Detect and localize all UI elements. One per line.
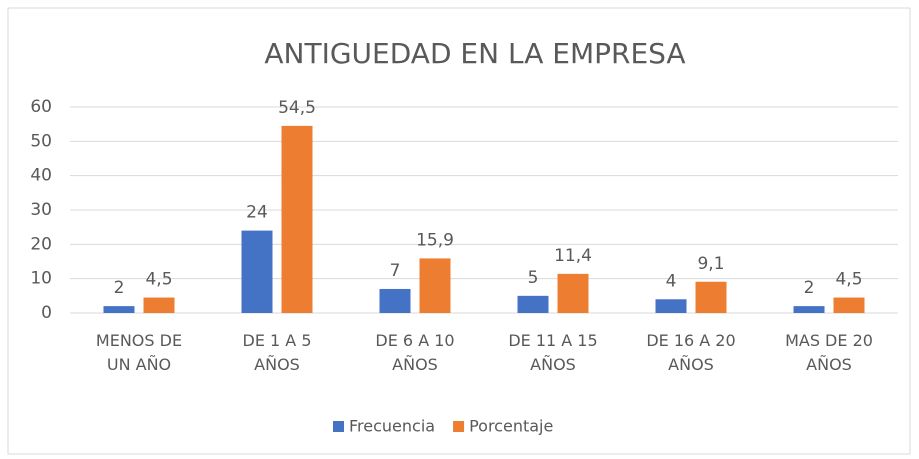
x-tick-label: DE 16 A 20 AÑOS — [646, 331, 736, 374]
y-tick-label: 50 — [30, 131, 52, 151]
data-label: 2 — [114, 278, 125, 298]
legend-swatch — [453, 421, 465, 432]
bar — [103, 306, 135, 313]
bar — [517, 295, 549, 313]
bar — [419, 258, 451, 313]
data-label: 2 — [804, 278, 815, 298]
y-tick-label: 60 — [30, 97, 52, 117]
data-label: 7 — [390, 261, 401, 281]
y-tick-label: 20 — [30, 234, 52, 254]
legend-label: Porcentaje — [469, 417, 553, 436]
data-label: 4,5 — [835, 270, 862, 290]
x-tick-label: MAS DE 20 AÑOS — [785, 331, 873, 374]
chart-border — [7, 7, 911, 455]
data-label: 24 — [246, 203, 268, 223]
y-tick-label: 0 — [41, 303, 52, 323]
bar — [793, 306, 825, 313]
data-label: 4 — [666, 271, 677, 291]
x-tick-label: MENOS DE UN AÑO — [95, 331, 183, 374]
data-label: 11,4 — [554, 246, 592, 266]
data-label: 4,5 — [145, 270, 172, 290]
bar — [379, 288, 411, 313]
bar — [241, 230, 273, 313]
x-tick-label: DE 6 A 10 AÑOS — [375, 331, 455, 374]
legend-label: Frecuencia — [349, 417, 435, 436]
bar — [557, 273, 589, 313]
bar — [143, 297, 175, 313]
bar — [695, 281, 727, 313]
bar — [281, 125, 313, 313]
data-label: 9,1 — [697, 254, 724, 274]
x-tick-label: DE 1 A 5 AÑOS — [242, 331, 312, 374]
y-tick-label: 10 — [30, 269, 52, 289]
bar — [833, 297, 865, 313]
data-label: 15,9 — [416, 230, 454, 250]
y-tick-label: 30 — [30, 200, 52, 220]
data-label: 54,5 — [278, 98, 316, 118]
y-tick-label: 40 — [30, 166, 52, 186]
data-label: 5 — [528, 268, 539, 288]
legend-swatch — [333, 421, 344, 432]
chart-title: ANTIGUEDAD EN LA EMPRESA — [264, 37, 685, 70]
bar — [655, 299, 687, 313]
x-tick-label: DE 11 A 15 AÑOS — [508, 331, 598, 374]
